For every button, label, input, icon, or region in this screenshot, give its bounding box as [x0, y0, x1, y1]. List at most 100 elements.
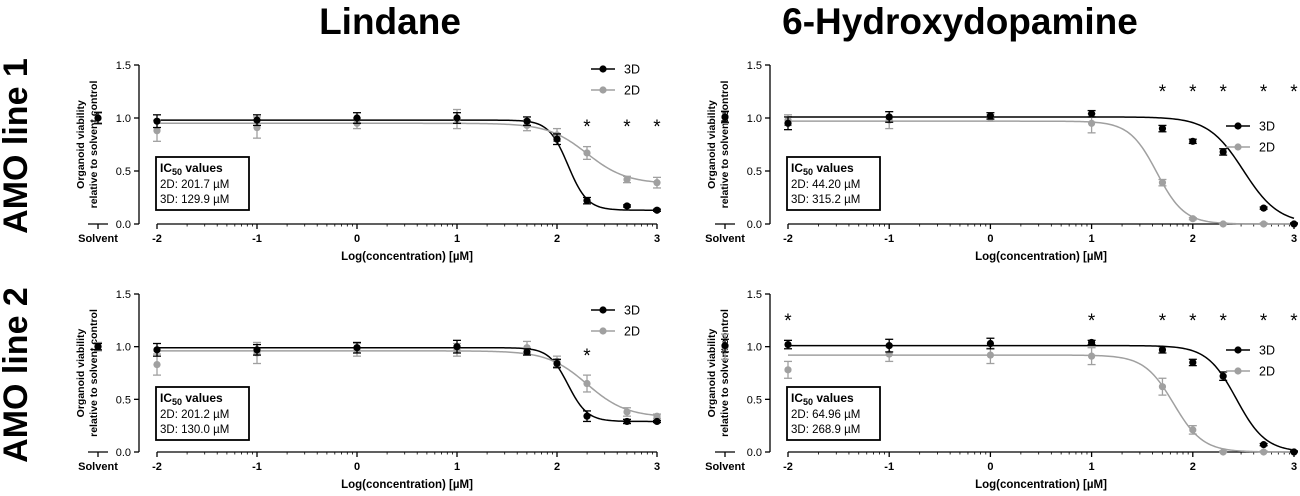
significance-star: *: [1260, 311, 1268, 332]
data-point-3d: [583, 197, 591, 205]
x-axis-label: Log(concentration) [µM]: [975, 479, 1107, 491]
y-tick-label: 0.5: [116, 394, 131, 406]
ic50-box: [786, 386, 881, 441]
data-point-3d: [623, 417, 631, 426]
significance-star: *: [1189, 82, 1197, 103]
data-point-3d: [583, 412, 591, 420]
data-point-3d: [153, 346, 161, 354]
ic50-value: 2D: 64.96 µM: [791, 409, 860, 421]
x-tick-label: 1: [1089, 233, 1095, 245]
data-point-2d: [1260, 220, 1268, 228]
column-title-lindane: Lindane: [319, 1, 461, 42]
data-point-3d: [523, 117, 531, 125]
x-tick-label-solvent: Solvent: [705, 461, 745, 473]
x-tick-label: -2: [152, 233, 162, 245]
significance-star: *: [583, 346, 591, 367]
significance-star: *: [1260, 82, 1268, 103]
x-tick-label: 1: [454, 233, 460, 245]
data-point-3d: [1290, 220, 1298, 228]
significance-star: *: [583, 117, 591, 138]
data-point-2d: [623, 175, 631, 184]
y-axis-label: Organoid viabilityrelative to solvent co…: [75, 309, 100, 437]
y-tick-label: 0.0: [747, 219, 762, 231]
data-point-2d: [986, 351, 995, 359]
data-point-3d: [353, 114, 361, 122]
fit-curve-3d: [788, 116, 1295, 220]
chart-panel: 0.0 0.5 1.0 1.5 Organoid viabilityrelative t…: [75, 289, 661, 491]
ic50-box-title: IC50 values: [160, 391, 223, 407]
legend-marker: [1234, 143, 1242, 151]
data-point-3d: [1189, 137, 1197, 145]
ic50-box: [155, 156, 250, 211]
fit-curve-3d: [157, 119, 657, 211]
data-point-3d: [94, 343, 102, 351]
chart-panel: 0.0 0.5 1.0 1.5 Organoid viabilityrelative t…: [75, 60, 661, 263]
data-point-2d: [1088, 119, 1096, 127]
data-point-3d: [653, 206, 661, 214]
data-point-3d: [353, 344, 361, 352]
ic50-value: 3D: 268.9 µM: [791, 424, 860, 436]
data-point-3d: [784, 119, 792, 127]
data-point-3d: [721, 342, 729, 350]
data-point-2d: [653, 412, 661, 420]
x-tick-label: 2: [1190, 233, 1196, 245]
y-tick-label: 0.5: [116, 166, 131, 178]
x-tick-label: -1: [252, 461, 262, 473]
data-point-3d: [986, 339, 995, 348]
y-tick-label: 0.0: [116, 447, 131, 459]
significance-star: *: [1159, 311, 1167, 332]
legend-marker: [599, 306, 607, 314]
legend-label-3d: 3D: [624, 63, 640, 77]
data-point-2d: [1189, 215, 1197, 223]
data-point-2d: [1219, 448, 1227, 456]
ic50-value: 3D: 129.9 µM: [160, 194, 229, 206]
data-point-3d: [885, 342, 893, 350]
column-title-6-hydroxydopamine: 6-Hydroxydopamine: [782, 1, 1138, 42]
x-tick-label: 3: [654, 233, 660, 245]
y-tick-label: 1.5: [747, 289, 762, 301]
x-tick-label: 3: [654, 461, 660, 473]
y-axis-label: Organoid viabilityrelative to solvent co…: [75, 81, 100, 209]
x-tick-label: -2: [152, 461, 162, 473]
data-point-3d: [986, 112, 995, 120]
ic50-value: 3D: 315.2 µM: [791, 194, 860, 206]
legend-marker: [599, 65, 607, 73]
y-tick-label: 1.5: [747, 60, 762, 72]
data-point-3d: [1088, 338, 1096, 347]
significance-star: *: [1159, 82, 1167, 103]
data-point-2d: [1158, 179, 1167, 187]
fit-curve-2d: [788, 120, 1295, 225]
fit-curve-2d: [788, 354, 1294, 453]
y-tick-label: 0.0: [747, 447, 762, 459]
x-tick-label-solvent: Solvent: [705, 233, 745, 245]
y-tick-label: 1.0: [116, 113, 131, 125]
legend-label-2d: 2D: [624, 325, 640, 339]
data-point-2d: [784, 366, 792, 374]
data-point-2d: [583, 149, 591, 157]
x-axis-label: Log(concentration) [µM]: [341, 479, 473, 491]
fit-curve-2d: [157, 350, 658, 417]
x-tick-label: -2: [783, 233, 793, 245]
y-tick-label: 0.5: [747, 394, 762, 406]
data-point-3d: [1260, 204, 1268, 212]
data-point-3d: [1088, 110, 1096, 118]
data-point-2d: [653, 179, 661, 187]
data-point-3d: [1158, 346, 1167, 354]
data-point-2d: [1158, 383, 1167, 391]
data-point-3d: [153, 117, 161, 125]
data-point-3d: [453, 114, 461, 122]
legend-marker: [1234, 346, 1242, 354]
x-axis-label: Log(concentration) [µM]: [341, 251, 473, 263]
data-point-3d: [1290, 448, 1298, 456]
data-point-3d: [1260, 441, 1268, 449]
significance-star: *: [1219, 82, 1227, 103]
legend-label-3d: 3D: [1259, 120, 1275, 134]
ic50-box: [786, 156, 881, 211]
x-tick-label: 2: [554, 233, 560, 245]
y-tick-label: 1.5: [116, 289, 131, 301]
data-point-2d: [153, 127, 161, 135]
significance-star: *: [1290, 311, 1298, 332]
data-point-3d: [1189, 358, 1197, 367]
significance-star: *: [784, 311, 792, 332]
ic50-box-title: IC50 values: [791, 391, 854, 407]
